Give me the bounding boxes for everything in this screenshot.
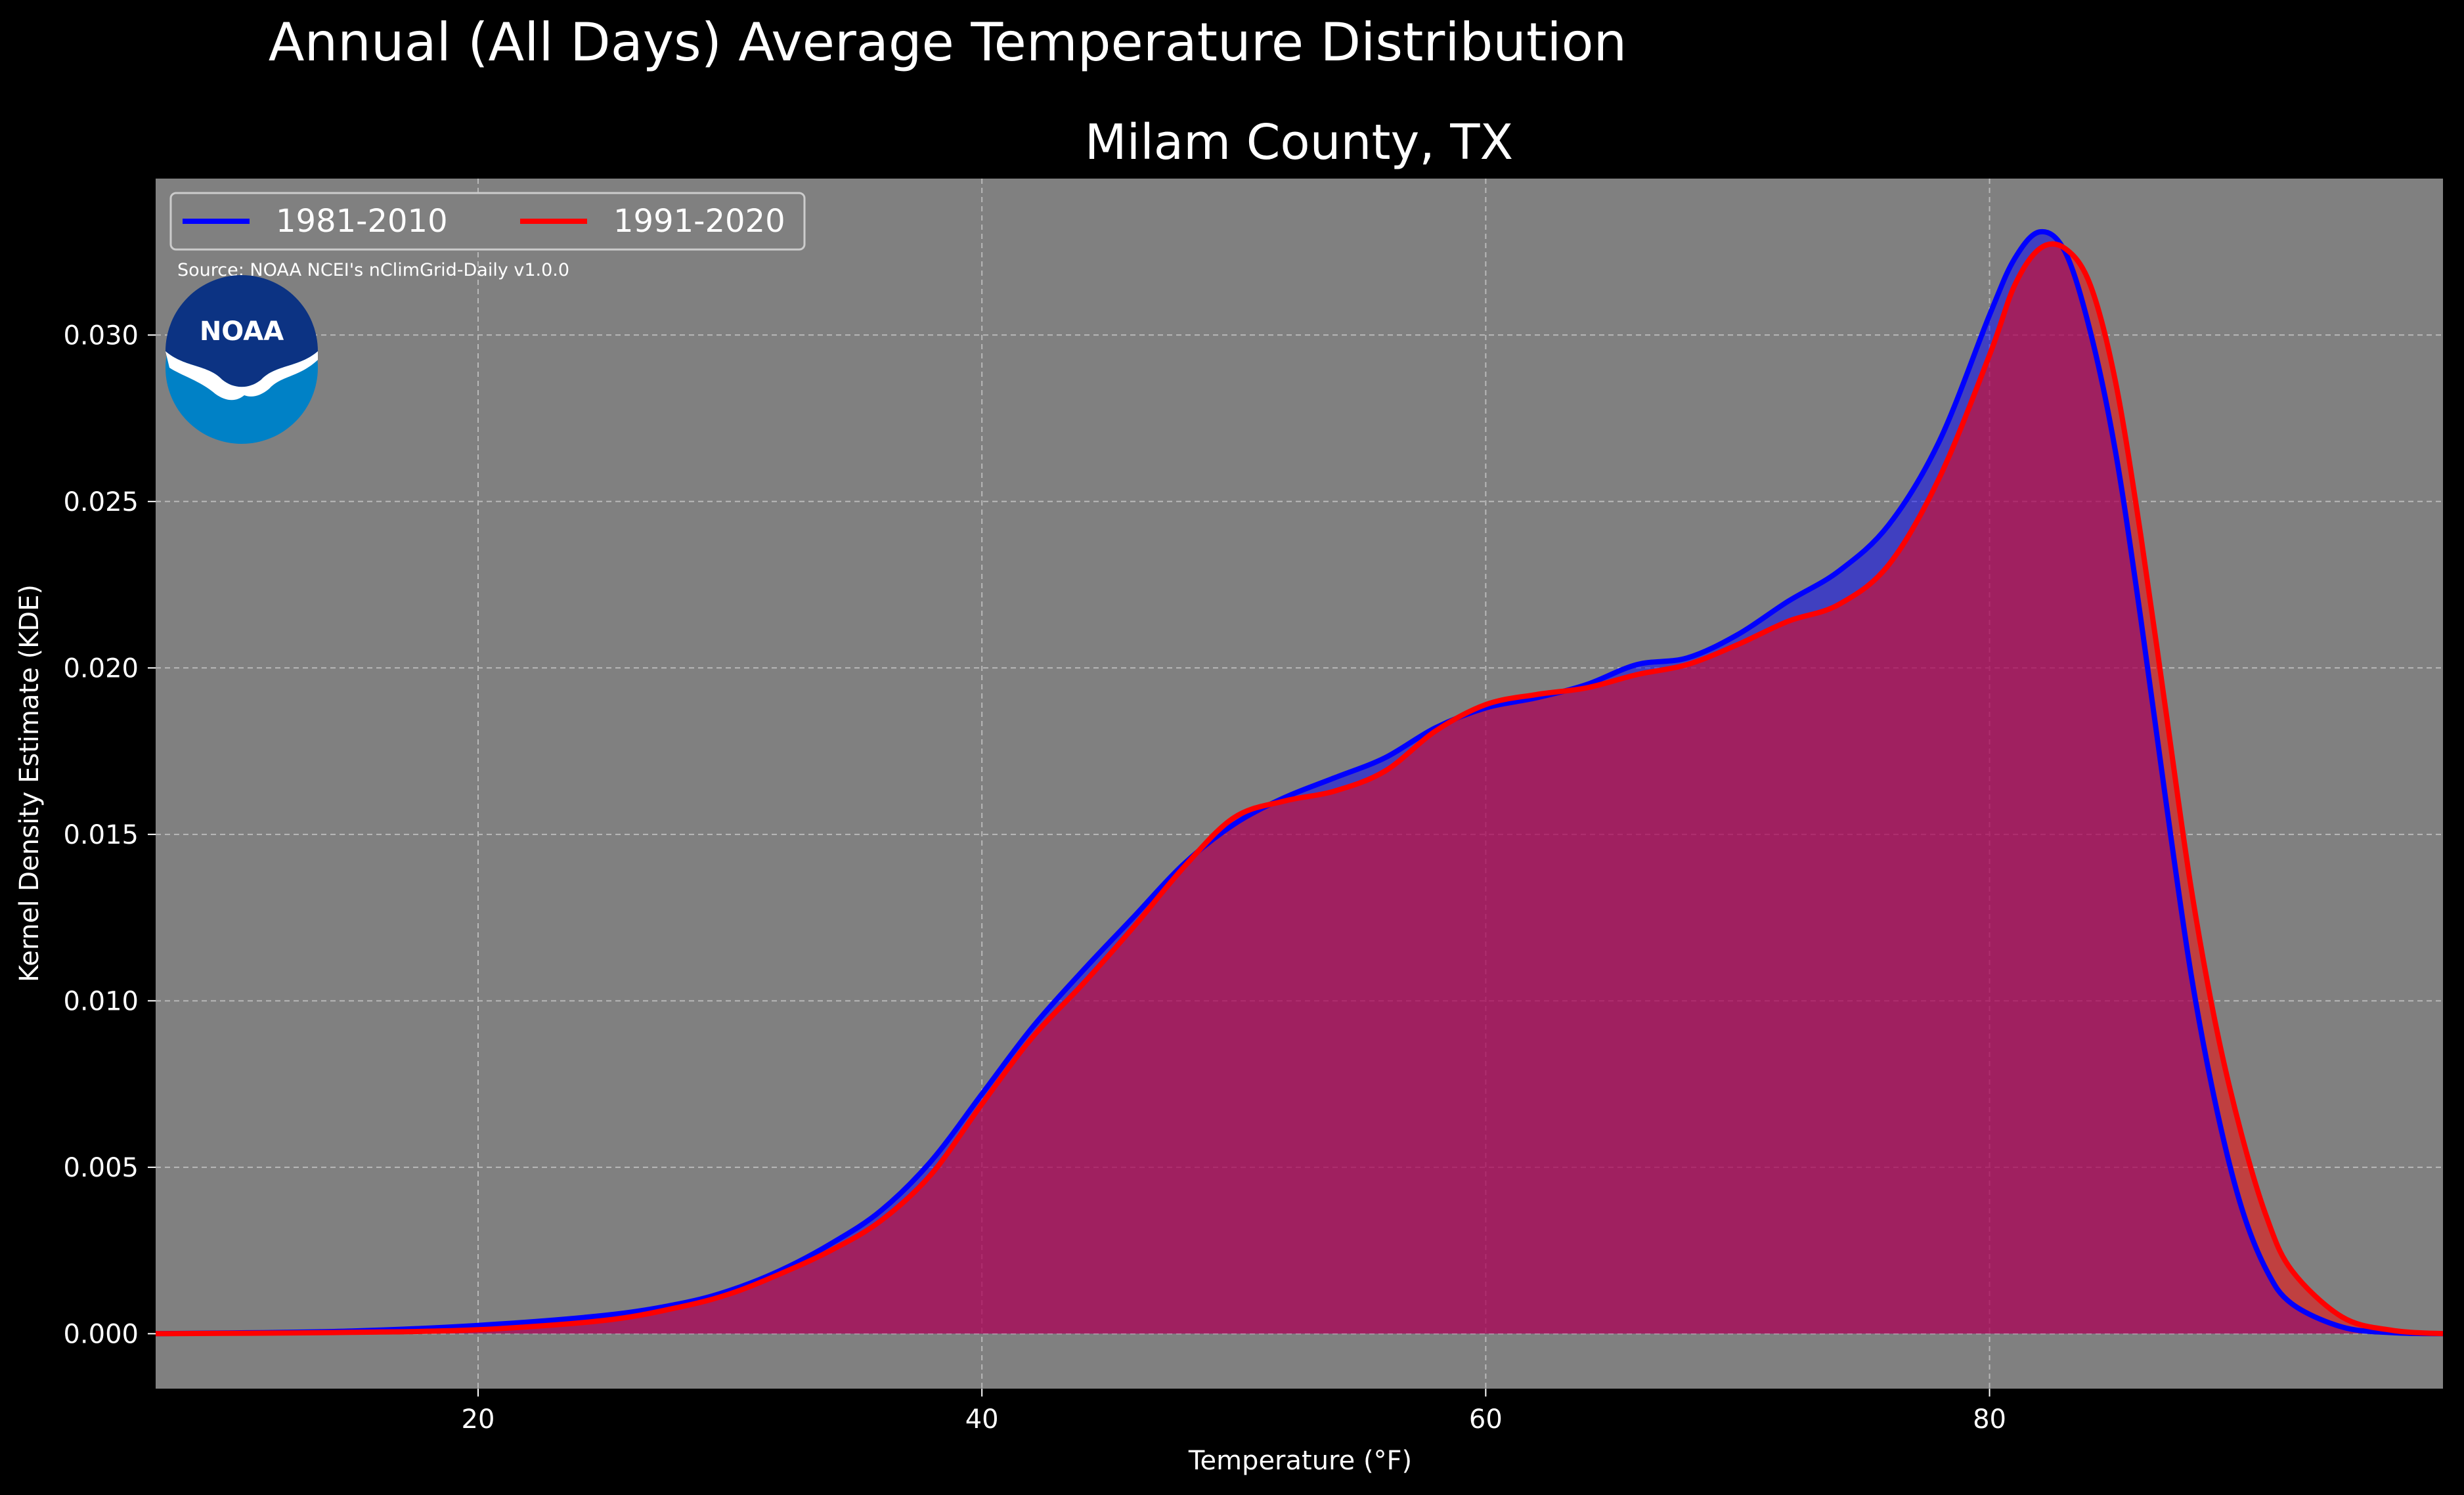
y-tick-label: 0.000 xyxy=(63,1319,139,1349)
x-tick-label: 80 xyxy=(1973,1404,2006,1435)
kde-line-1991-2020 xyxy=(156,241,2443,1337)
kde-line-1981-2010 xyxy=(156,228,2443,1337)
chart-title: Milam County, TX xyxy=(1085,114,1513,171)
noaa-logo-sky xyxy=(165,275,318,387)
y-tick-label: 0.025 xyxy=(63,487,139,517)
legend-label-1981-2010: 1981-2010 xyxy=(276,203,448,240)
y-tick-label: 0.010 xyxy=(63,986,139,1016)
x-axis-label: Temperature (°F) xyxy=(1188,1446,1412,1476)
legend: 1981-2010 1991-2020 xyxy=(169,192,806,251)
x-tick-label: 20 xyxy=(462,1404,495,1435)
chart-suptitle: Annual (All Days) Average Temperature Di… xyxy=(269,12,1627,73)
noaa-logo-text: NOAA xyxy=(200,316,284,347)
area-fill-1991-2020 xyxy=(156,244,2443,1334)
x-tick-label: 60 xyxy=(1469,1404,1503,1435)
legend-label-1991-2020: 1991-2020 xyxy=(613,203,785,240)
y-tick-label: 0.030 xyxy=(63,320,139,351)
y-tick-label: 0.020 xyxy=(63,653,139,683)
y-axis-label: Kernel Density Estimate (KDE) xyxy=(14,584,45,982)
noaa-logo-bird xyxy=(165,351,318,401)
x-tick-label: 40 xyxy=(965,1404,999,1435)
ticks: 20 40 60 80 0.000 0.005 0.010 0.015 0.020 0.025 0.… xyxy=(63,320,2006,1435)
legend-box xyxy=(169,192,806,251)
series-layer xyxy=(156,228,2443,1337)
y-tick-label: 0.015 xyxy=(63,820,139,850)
y-tick-label: 0.005 xyxy=(63,1153,139,1183)
noaa-logo: NOAA xyxy=(165,275,318,444)
